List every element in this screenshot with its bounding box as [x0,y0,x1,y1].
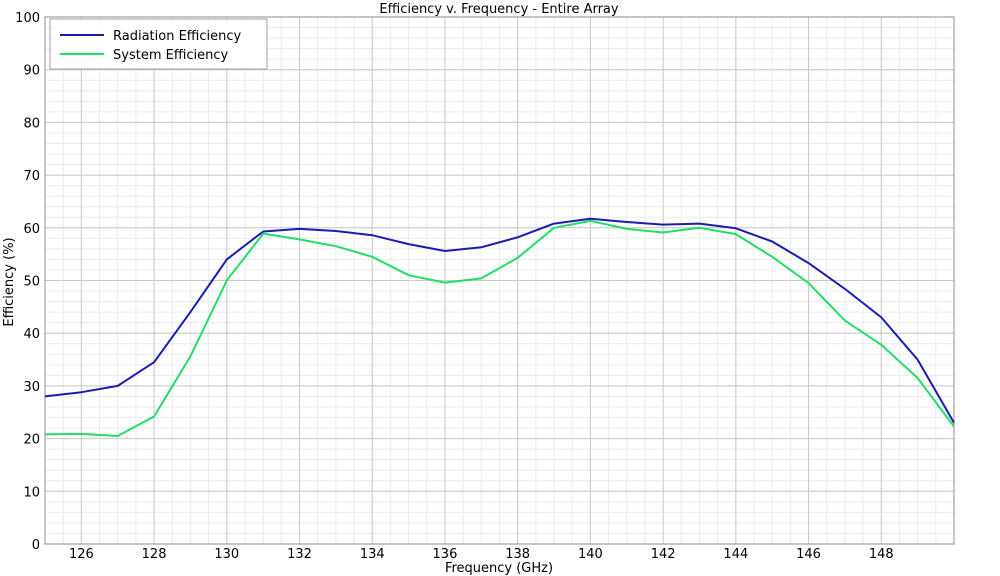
series-line-radiation-efficiency [44,217,955,424]
y-tick-label: 0 [32,538,40,553]
y-tick-label: 20 [23,433,40,448]
x-tick-label: 134 [360,547,385,562]
legend: Radiation Efficiency System Efficiency [49,18,268,70]
y-tick-label: 50 [23,275,40,290]
series-lines [44,217,955,437]
x-tick-labels: 126 128 130 132 134 136 138 140 142 144 146 148 [69,547,894,562]
x-tick-label: 138 [505,547,530,562]
x-tick-label: 136 [433,547,458,562]
x-tick-label: 130 [214,547,239,562]
legend-label-radiation-efficiency: Radiation Efficiency [113,29,242,44]
major-grid [45,16,954,545]
y-tick-label: 30 [23,380,40,395]
y-axis-title: Efficiency (%) [2,237,17,326]
series-line-system-efficiency [44,219,955,437]
x-tick-label: 128 [142,547,167,562]
x-axis-title: Frequency (GHz) [445,561,553,576]
legend-label-system-efficiency: System Efficiency [113,48,229,63]
x-tick-label: 126 [69,547,94,562]
x-tick-label: 148 [869,547,894,562]
plot-frame [44,16,955,545]
chart-title: Efficiency v. Frequency - Entire Array [379,2,618,17]
y-tick-label: 70 [23,169,40,184]
y-tick-label: 40 [23,327,40,342]
y-tick-label: 10 [23,485,40,500]
y-tick-label: 80 [23,116,40,131]
x-tick-label: 140 [578,547,603,562]
y-tick-label: 60 [23,222,40,237]
y-tick-label: 100 [15,11,40,26]
x-tick-label: 132 [287,547,312,562]
legend-box [49,18,268,70]
x-tick-label: 142 [651,547,676,562]
x-tick-label: 144 [723,547,748,562]
y-tick-labels: 0 10 20 30 40 50 60 70 80 90 100 [15,11,40,553]
x-tick-label: 146 [796,547,821,562]
y-tick-label: 90 [23,64,40,79]
